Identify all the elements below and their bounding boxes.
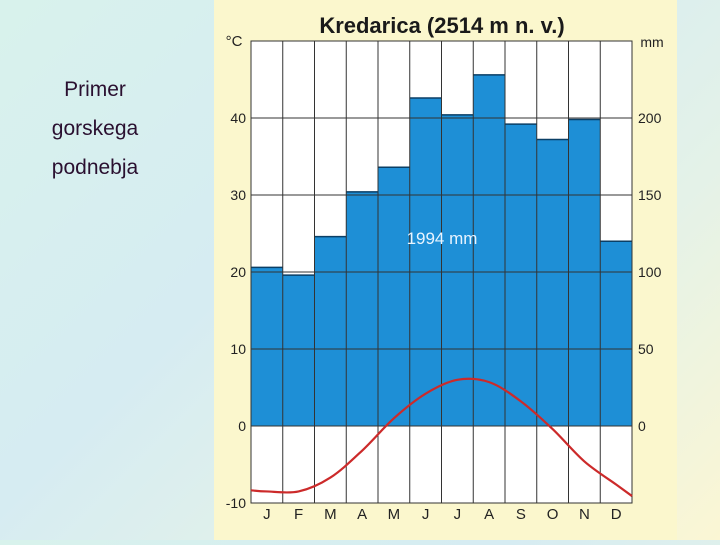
caption-line-2: gorskega: [51, 117, 139, 140]
chart-panel: Kredarica (2514 m n. v.) °C mm 1994 mm -…: [214, 0, 677, 540]
slide-caption: Primer gorskega podnebja: [40, 70, 150, 187]
precipitation-bar: [346, 191, 378, 426]
month-label: D: [611, 506, 622, 523]
temperature-tick-label: 40: [230, 110, 246, 126]
climate-chart: Kredarica (2514 m n. v.) °C mm 1994 mm -…: [226, 13, 664, 523]
temperature-tick-label: -10: [226, 495, 246, 511]
precipitation-bar: [282, 275, 315, 426]
month-label: J: [263, 506, 271, 523]
precipitation-tick-label: 50: [638, 341, 654, 357]
precipitation-bar: [568, 119, 601, 426]
left-axis-unit: °C: [226, 33, 243, 50]
month-label: A: [484, 506, 494, 523]
month-label: O: [547, 506, 559, 523]
caption-line-3: podnebja: [51, 156, 139, 179]
month-label: M: [388, 506, 401, 523]
temperature-tick-label: 30: [230, 187, 246, 203]
precipitation-bar: [505, 124, 537, 426]
caption-line-1: Primer: [64, 78, 126, 101]
month-label: F: [294, 506, 303, 523]
precipitation-bar: [473, 74, 505, 426]
temperature-tick-label: 0: [238, 418, 246, 434]
precipitation-bar: [441, 114, 474, 427]
temperature-line: [250, 377, 633, 497]
precipitation-bar: [378, 167, 410, 426]
precipitation-tick-label: 200: [638, 110, 662, 126]
month-label: M: [324, 506, 337, 523]
temperature-tick-label: 10: [230, 341, 246, 357]
month-label: J: [422, 506, 430, 523]
precipitation-tick-label: 0: [638, 418, 646, 434]
temperature-tick-label: 20: [230, 264, 246, 280]
precipitation-bar: [314, 236, 347, 426]
month-label: N: [579, 506, 590, 523]
plot-border: [250, 40, 633, 504]
precipitation-tick-label: 100: [638, 264, 662, 280]
precipitation-bar: [600, 241, 632, 426]
chart-title: Kredarica (2514 m n. v.): [319, 13, 564, 38]
right-axis-unit: mm: [640, 34, 663, 50]
precipitation-tick-label: 150: [638, 187, 662, 203]
month-label: J: [454, 506, 462, 523]
total-precipitation-label: 1994 mm: [407, 229, 478, 248]
precipitation-bar: [536, 139, 569, 426]
precipitation-bar: [251, 267, 283, 426]
month-label: S: [516, 506, 526, 523]
month-label: A: [357, 506, 367, 523]
precipitation-bar: [409, 97, 442, 426]
